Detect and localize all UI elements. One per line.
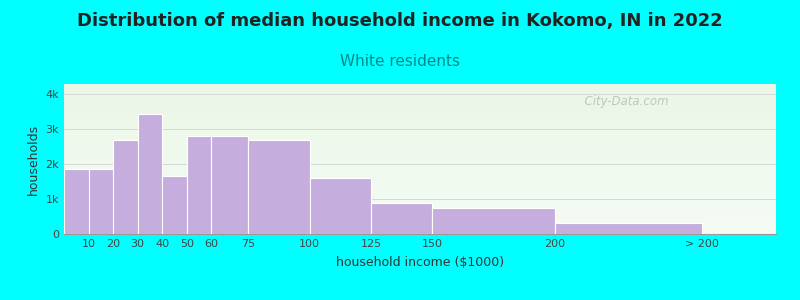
Text: Distribution of median household income in Kokomo, IN in 2022: Distribution of median household income …: [77, 12, 723, 30]
Bar: [555, 223, 702, 234]
Text: City-Data.com: City-Data.com: [577, 95, 668, 109]
Bar: [371, 202, 432, 234]
Bar: [64, 169, 89, 234]
Bar: [432, 208, 555, 234]
Bar: [162, 176, 186, 234]
Bar: [186, 136, 211, 234]
Bar: [211, 136, 248, 234]
X-axis label: household income ($1000): household income ($1000): [336, 256, 504, 269]
Text: White residents: White residents: [340, 54, 460, 69]
Y-axis label: households: households: [27, 123, 40, 195]
Bar: [138, 114, 162, 234]
Bar: [248, 140, 310, 234]
Bar: [113, 140, 138, 234]
Bar: [310, 178, 371, 234]
Bar: [89, 169, 113, 234]
